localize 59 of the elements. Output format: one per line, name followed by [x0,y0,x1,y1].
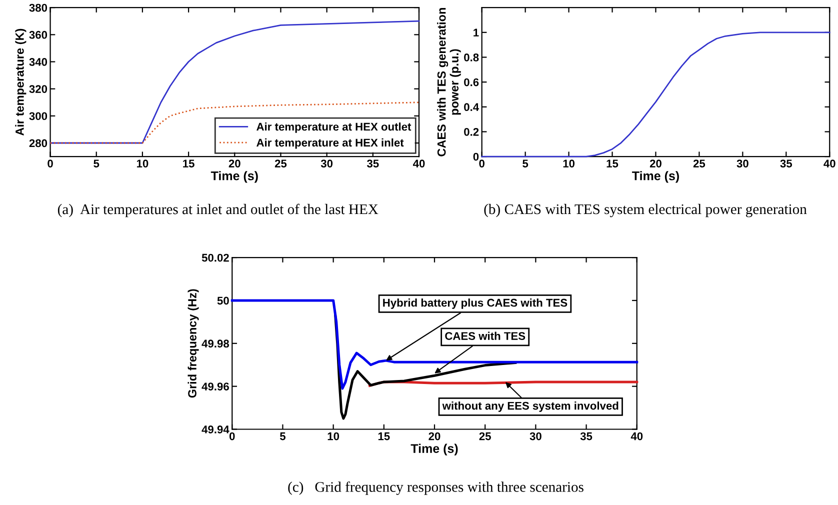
x-tick-label: 15 [183,160,194,168]
x-tick-label: 5 [280,432,286,440]
y-tick-label: 0 [473,152,479,161]
x-tick-label: 30 [736,160,748,168]
y-tick-label: 49.98 [202,340,230,348]
x-tick-label: 5 [94,160,100,168]
y-tick-label: 50 [217,296,229,305]
x-tick-label: 10 [328,432,340,440]
legend-label: Air temperature at HEX outlet [256,122,412,133]
x-tick-label: 40 [630,432,643,440]
y-tick-label: 0.8 [464,54,479,62]
x-tick-label: 25 [274,160,287,168]
x-axis-title: Time (s) [410,444,458,456]
annotation: Hybrid battery plus CAES with TES [383,298,568,309]
y-tick-label: 0.6 [464,78,479,86]
x-tick-label: 0 [479,160,484,168]
x-tick-label: 40 [824,160,836,168]
x-tick-label: 0 [229,432,235,440]
y-tick-label: 380 [29,4,48,12]
x-tick-label: 25 [479,432,491,440]
x-tick-label: 30 [530,432,542,440]
x-tick-label: 15 [606,160,618,168]
x-tick-label: 20 [650,160,662,168]
y-axis-title: Air temperature (K) [15,28,26,136]
y-axis-title: Grid frequency (Hz) [188,289,199,398]
text: (c) Grid frequency responses with three scenarios [288,481,584,495]
text: (a) Air temperatures at inlet and outlet of the last HEX [58,204,378,218]
x-tick-label: 5 [522,160,528,168]
x-tick-label: 10 [563,160,575,168]
x-tick-label: 20 [228,160,240,168]
x-axis-title: Time (s) [210,171,258,183]
y-tick-label: 49.94 [202,426,230,434]
y-tick-label: 1 [474,28,479,36]
x-tick-label: 10 [136,160,148,168]
x-tick-label: 30 [320,160,333,168]
line-series [230,299,638,390]
text: (b) CAES with TES system electrical power generation [484,204,807,218]
y-tick-label: 340 [29,58,48,66]
y-tick-label: 49.96 [202,382,229,390]
y-tick-label: 0.4 [464,103,480,112]
x-tick-label: 15 [378,432,390,440]
y-tick-label: 360 [29,30,48,39]
x-tick-label: 35 [366,160,379,168]
x-tick-label: 35 [780,160,792,168]
x-tick-label: 40 [412,160,425,168]
x-tick-label: 0 [48,160,53,168]
y-tick-label: 320 [29,85,48,93]
y-tick-label: 50.02 [202,254,229,262]
legend-label: Air temperature at HEX inlet [256,138,404,149]
x-tick-label: 20 [428,432,440,440]
y-axis-title: CAES with TES generation power (p.u.) [437,8,461,156]
annotation: without any EES system involved [442,402,618,412]
annotation: CAES with TES [445,332,526,340]
x-tick-label: 35 [580,432,592,440]
y-tick-label: 0.2 [464,128,479,136]
y-tick-label: 300 [29,112,48,120]
y-tick-label: 280 [29,139,48,148]
x-axis-title: Time (s) [632,171,679,183]
x-tick-label: 25 [693,160,706,168]
